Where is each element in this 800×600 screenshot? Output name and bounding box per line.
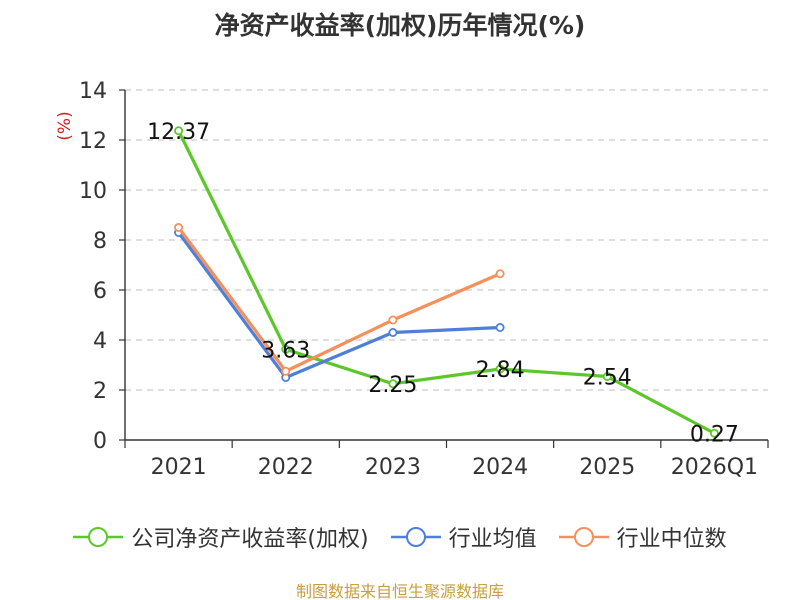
x-tick-label: 2023 <box>365 455 421 480</box>
data-point-2 <box>281 366 291 376</box>
data-point-0 <box>495 364 505 374</box>
data-label: 2.84 <box>476 358 525 383</box>
y-tick-label: 12 <box>79 129 107 154</box>
data-point-0 <box>602 371 612 381</box>
x-tick-label: 2024 <box>472 455 528 480</box>
data-label: 12.37 <box>147 120 210 145</box>
legend-marker-icon <box>390 527 441 547</box>
y-tick-label: 0 <box>93 429 107 454</box>
data-point-0 <box>709 428 719 438</box>
legend-label: 行业均值 <box>448 527 537 552</box>
data-point-2 <box>495 269 505 279</box>
series-line-1 <box>177 231 501 380</box>
series-line-0 <box>177 130 716 435</box>
data-label-layer: 12.37 3.63 2.25 2.84 2.54 0.27 <box>147 120 739 448</box>
y-tick-label: 2 <box>93 379 107 404</box>
legend-item-0[interactable]: 公司净资产收益率(加权) <box>73 521 369 553</box>
source-footer: 制图数据来自恒生聚源数据库 <box>295 582 504 600</box>
data-point-1 <box>495 322 505 332</box>
y-tick-label: 4 <box>93 329 107 354</box>
data-point-0 <box>281 344 291 354</box>
data-point-0 <box>174 126 184 136</box>
x-tick-label: 2022 <box>258 455 314 480</box>
data-label: 0.27 <box>690 422 739 447</box>
x-tick-label: 2026Q1 <box>671 455 758 480</box>
data-point-2 <box>174 222 184 232</box>
series-layer <box>174 126 719 438</box>
grid-layer <box>125 89 768 391</box>
data-point-1 <box>388 327 398 337</box>
chart-title: 净资产收益率(加权)历年情况(%) <box>214 11 586 40</box>
y-tick-label: 10 <box>79 179 107 204</box>
legend-marker-icon <box>558 527 609 547</box>
data-label: 2.54 <box>583 366 632 391</box>
y-tick-label: 8 <box>93 229 107 254</box>
legend-marker-icon <box>73 527 124 547</box>
y-tick-label: 6 <box>93 279 107 304</box>
axis-layer: 0 2 4 6 8 10 12 14(%) 2021 2022 2023 2024 2025 2026Q1 <box>55 79 769 480</box>
x-tick-label: 2025 <box>579 455 635 480</box>
y-axis-label: (%) <box>55 111 75 140</box>
data-label: 2.25 <box>368 373 417 398</box>
data-label: 3.63 <box>261 338 310 363</box>
legend-item-2[interactable]: 行业中位数 <box>558 521 727 553</box>
legend-label: 公司净资产收益率(加权) <box>131 527 369 552</box>
x-tick-label: 2021 <box>151 455 207 480</box>
data-point-0 <box>388 379 398 389</box>
y-tick-label: 14 <box>79 79 107 104</box>
series-line-2 <box>177 226 501 373</box>
data-point-2 <box>388 315 398 325</box>
legend-label: 行业中位数 <box>616 527 727 552</box>
legend: 公司净资产收益率(加权) 行业均值 行业中位数 <box>0 520 800 554</box>
legend-item-1[interactable]: 行业均值 <box>390 521 537 553</box>
